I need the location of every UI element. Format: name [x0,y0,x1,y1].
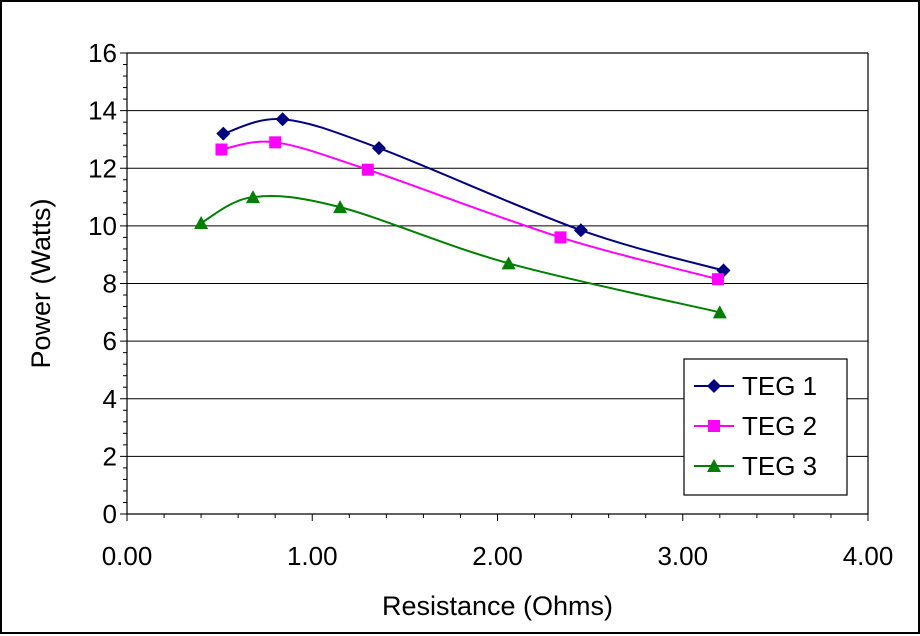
data-point [216,126,231,141]
y-tick-label: 10 [88,211,117,241]
legend-swatch-marker [708,420,720,432]
data-point [371,141,386,156]
data-point [269,136,282,149]
data-point [712,305,727,319]
legend-item: TEG 2 [694,411,817,441]
y-tick-label: 0 [103,499,117,529]
y-tick-label: 8 [103,269,117,299]
series-group [194,112,731,319]
legend-item: TEG 3 [694,451,817,481]
legend-label: TEG 2 [742,411,817,441]
data-point [245,190,260,204]
gridlines [127,52,868,457]
series-1 [216,112,731,278]
y-tick-label: 16 [88,38,117,68]
legend-swatch-marker [707,459,721,472]
x-tick-label: 0.00 [102,541,153,571]
y-tick-label: 4 [103,384,117,414]
data-point [711,273,724,286]
x-tick-label: 4.00 [843,541,894,571]
data-point [554,231,567,244]
series-line [221,140,719,281]
data-point [573,223,588,238]
legend-label: TEG 1 [742,371,817,401]
data-point [275,112,290,127]
data-point [333,200,348,214]
series-2 [215,136,724,286]
series-3 [194,190,727,319]
legend: TEG 1 TEG 2 TEG 3 [683,358,848,496]
series-line [200,194,721,314]
axes: 0 2 4 6 8 10 12 14 16 0.00 1.00 2.00 3.00 4.00 [88,38,893,571]
legend-item: TEG 1 [694,371,817,401]
data-point [194,215,209,229]
x-tick-label: 2.00 [472,541,523,571]
y-tick-label: 6 [103,326,117,356]
data-point [215,143,228,156]
x-tick-label: 3.00 [657,541,708,571]
legend-label: TEG 3 [742,451,817,481]
legend-swatch-marker [707,379,721,393]
y-axis-title: Power (Watts) [26,198,56,368]
x-axis-title: Resistance (Ohms) [382,591,613,621]
series-line [223,118,724,272]
y-tick-label: 12 [88,153,117,183]
data-point [361,163,374,176]
y-tick-label: 14 [88,96,117,126]
y-tick-label: 2 [103,441,117,471]
data-point [501,256,516,270]
x-tick-label: 1.00 [287,541,338,571]
